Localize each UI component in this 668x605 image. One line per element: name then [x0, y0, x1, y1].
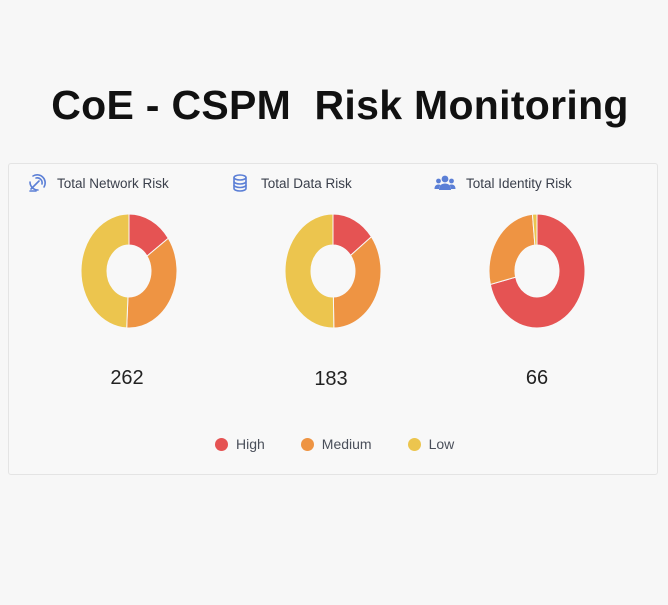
- database-icon: [233, 174, 247, 192]
- data-risk-header: Total Data Risk: [231, 173, 352, 193]
- network-risk-slice-medium[interactable]: [126, 237, 178, 329]
- legend-low-swatch: [407, 437, 421, 451]
- legend-medium-label: Medium: [321, 436, 372, 452]
- network-risk-donut-chart: [80, 213, 178, 329]
- network-risk-slice-low[interactable]: [80, 213, 130, 329]
- data-risk-title: Total Data Risk: [261, 175, 352, 191]
- legend-item-medium[interactable]: Medium: [300, 436, 372, 452]
- legend-high-label: High: [236, 436, 265, 452]
- chart-legend: High Medium Low: [215, 436, 490, 452]
- data-risk-slice-medium[interactable]: [332, 236, 382, 329]
- data-risk-donut-chart: [284, 213, 382, 329]
- legend-item-high[interactable]: High: [215, 436, 265, 452]
- page-title: CoE - CSPM Risk Monitoring: [51, 82, 629, 128]
- data-risk-total: 183: [314, 368, 348, 390]
- identity-risk-slice-high[interactable]: [489, 213, 586, 329]
- data-risk-slice-low[interactable]: [284, 213, 335, 329]
- network-satellite-icon: [29, 174, 46, 192]
- identity-risk-total: 66: [525, 367, 549, 389]
- identity-risk-slice-medium[interactable]: [488, 213, 536, 286]
- network-risk-header: Total Network Risk: [27, 173, 169, 193]
- users-icon: [434, 175, 456, 190]
- legend-low-label: Low: [428, 436, 455, 452]
- legend-high-swatch: [215, 437, 228, 451]
- identity-risk-header: Total Identity Risk: [434, 173, 572, 193]
- network-risk-title: Total Network Risk: [57, 175, 169, 191]
- legend-medium-swatch: [300, 437, 314, 451]
- identity-risk-title: Total Identity Risk: [466, 175, 572, 191]
- legend-item-low[interactable]: Low: [407, 436, 455, 452]
- identity-risk-slice-low[interactable]: [531, 213, 538, 246]
- network-risk-total: 262: [110, 367, 144, 389]
- identity-risk-donut-chart: [488, 213, 586, 329]
